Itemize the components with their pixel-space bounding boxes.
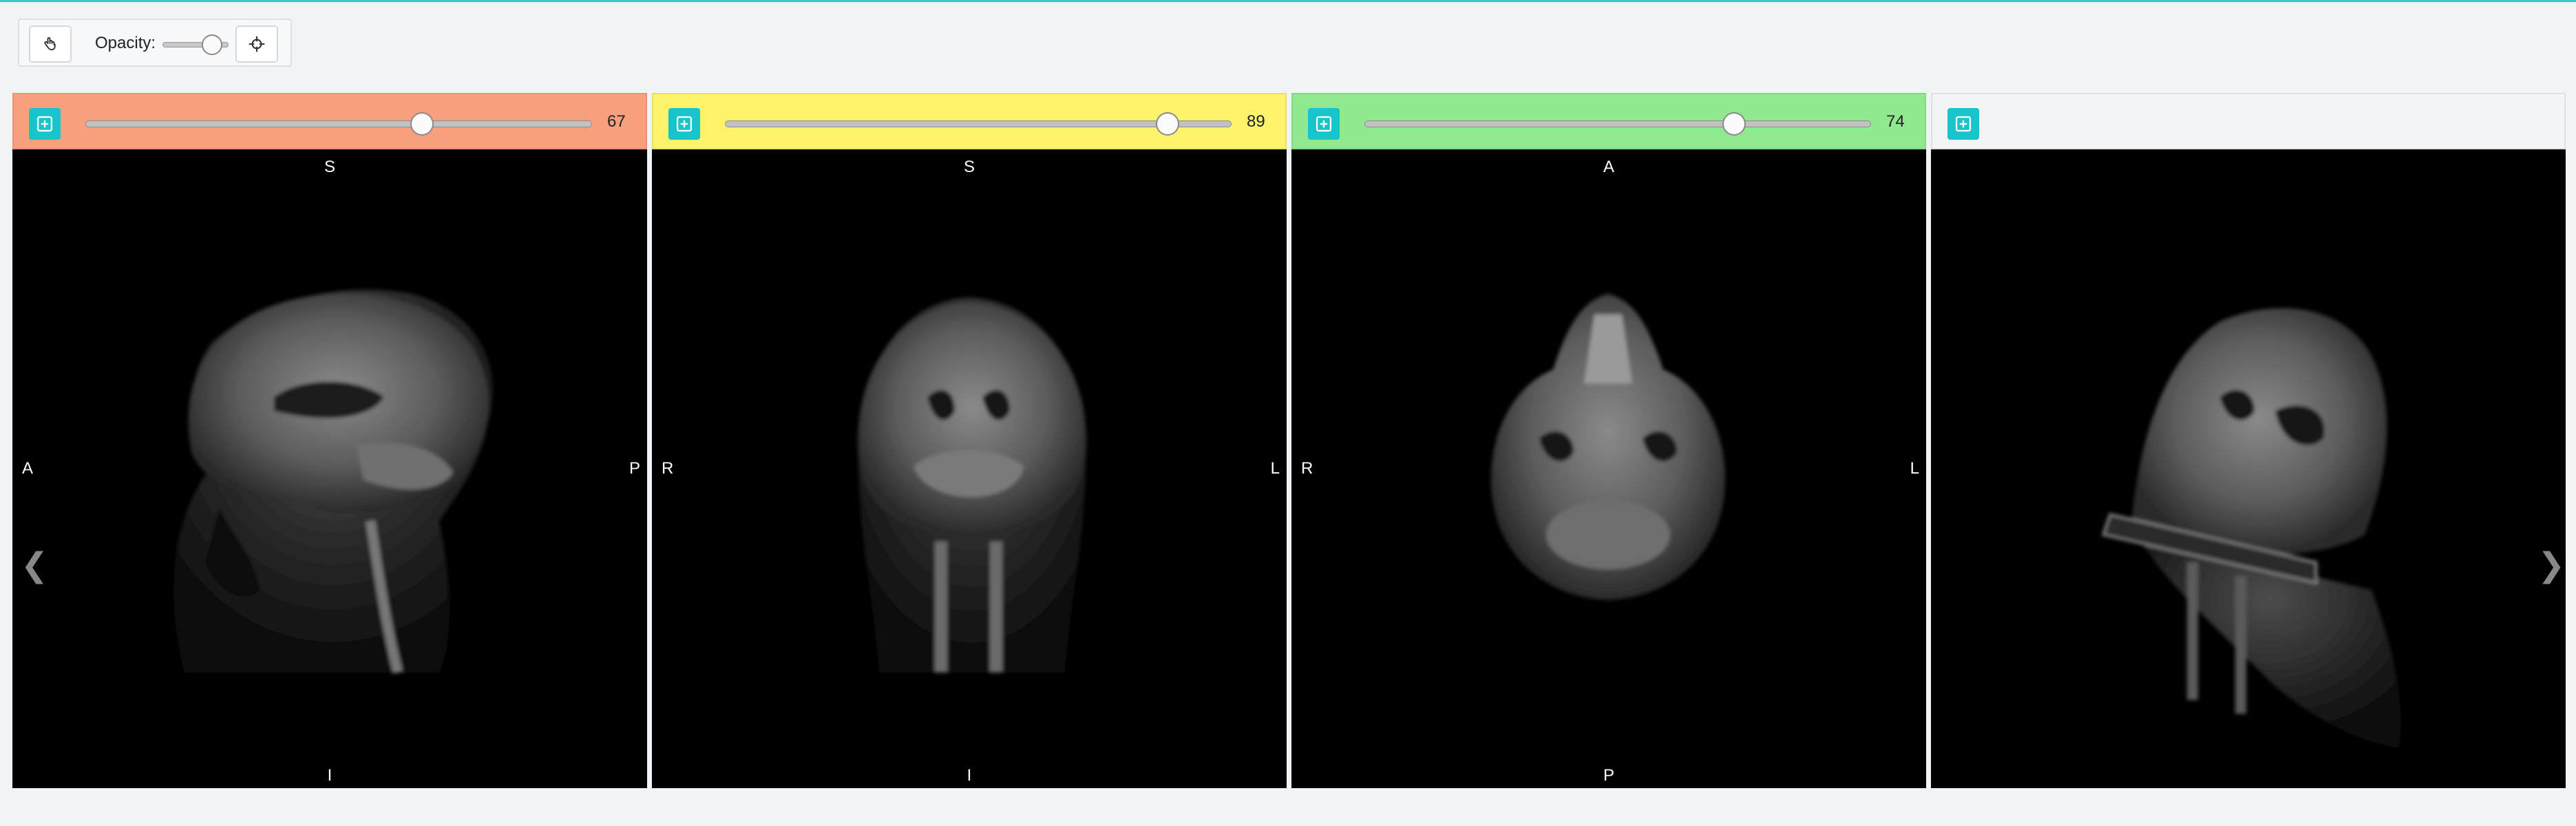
slice-slider-thumb[interactable] bbox=[1722, 112, 1746, 136]
sagittal-scan bbox=[173, 289, 493, 674]
viewport-header: 89 bbox=[652, 93, 1287, 149]
orientation-bottom: P bbox=[1603, 766, 1615, 785]
add-button[interactable] bbox=[1308, 108, 1340, 140]
plus-square-icon bbox=[36, 116, 53, 132]
add-button[interactable] bbox=[1947, 108, 1979, 140]
pan-tool-button[interactable] bbox=[29, 25, 72, 63]
slice-value: 89 bbox=[1247, 112, 1265, 131]
plus-square-icon bbox=[676, 116, 693, 132]
viewport-3d[interactable] bbox=[1931, 93, 2566, 788]
orientation-top: S bbox=[324, 158, 336, 176]
axial-image[interactable]: A P R L bbox=[1291, 149, 1926, 788]
slice-value: 67 bbox=[607, 112, 626, 131]
3d-render-image[interactable] bbox=[1931, 149, 2566, 788]
viewport-header: 67 bbox=[12, 93, 647, 149]
slice-value: 74 bbox=[1886, 112, 1905, 131]
3d-scan bbox=[2102, 308, 2401, 748]
coronal-image[interactable]: S I R L bbox=[652, 149, 1287, 788]
orientation-right: P bbox=[629, 459, 640, 478]
orientation-top: A bbox=[1603, 158, 1615, 176]
add-button[interactable] bbox=[668, 108, 700, 140]
slice-slider-thumb[interactable] bbox=[410, 112, 434, 136]
prev-arrow-icon[interactable]: ❮ bbox=[21, 546, 49, 584]
viewport-axial[interactable]: 74 A P R L bbox=[1291, 93, 1926, 788]
plus-square-icon bbox=[1316, 116, 1332, 132]
slice-slider[interactable] bbox=[85, 112, 592, 136]
next-arrow-icon[interactable]: ❯ bbox=[2537, 546, 2566, 584]
coronal-scan bbox=[858, 297, 1086, 673]
opacity-slider[interactable] bbox=[162, 34, 229, 55]
slice-slider[interactable] bbox=[725, 112, 1232, 136]
orientation-left: R bbox=[662, 459, 674, 478]
axial-scan bbox=[1491, 294, 1725, 600]
viewport-sagittal[interactable]: 67 S I A P bbox=[12, 93, 647, 788]
slice-slider[interactable] bbox=[1364, 112, 1871, 136]
toolbar: Opacity: bbox=[18, 19, 292, 67]
plus-square-icon bbox=[1955, 116, 1972, 132]
orientation-left: R bbox=[1301, 459, 1313, 478]
orientation-left: A bbox=[22, 459, 34, 478]
opacity-slider-thumb[interactable] bbox=[201, 34, 222, 55]
orientation-right: L bbox=[1910, 459, 1919, 478]
orientation-bottom: I bbox=[327, 766, 332, 785]
orientation-top: S bbox=[963, 158, 975, 176]
opacity-label: Opacity: bbox=[95, 34, 156, 52]
orientation-right: L bbox=[1270, 459, 1280, 478]
crosshair-tool-button[interactable] bbox=[235, 25, 278, 63]
hand-pointer-icon bbox=[44, 37, 56, 51]
viewport-header bbox=[1931, 93, 2566, 149]
orientation-bottom: I bbox=[967, 766, 972, 785]
crosshair-icon bbox=[249, 36, 265, 52]
slice-slider-thumb[interactable] bbox=[1156, 112, 1180, 136]
viewport-coronal[interactable]: 89 S I R L bbox=[652, 93, 1287, 788]
sagittal-image[interactable]: S I A P bbox=[12, 149, 647, 788]
add-button[interactable] bbox=[29, 108, 61, 140]
viewport-header: 74 bbox=[1291, 93, 1926, 149]
